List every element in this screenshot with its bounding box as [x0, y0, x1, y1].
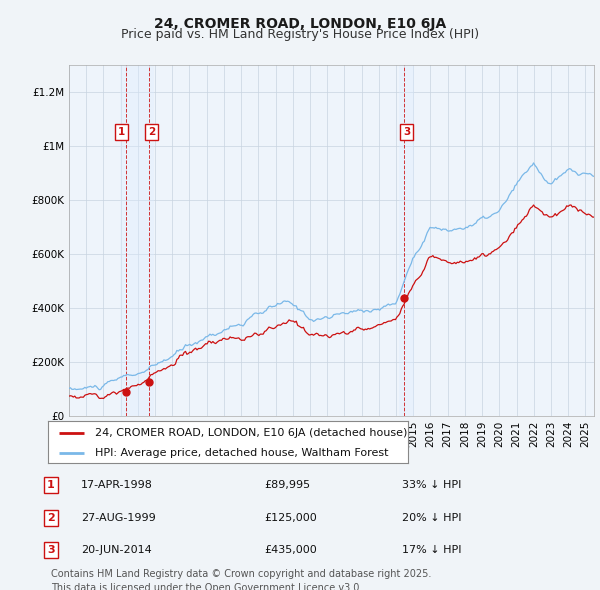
Text: 24, CROMER ROAD, LONDON, E10 6JA (detached house): 24, CROMER ROAD, LONDON, E10 6JA (detach…: [95, 428, 407, 438]
Text: 3: 3: [403, 127, 410, 137]
Text: 1: 1: [47, 480, 55, 490]
Text: HPI: Average price, detached house, Waltham Forest: HPI: Average price, detached house, Walt…: [95, 448, 388, 457]
Text: 2: 2: [148, 127, 155, 137]
Text: £89,995: £89,995: [264, 480, 310, 490]
Text: 1: 1: [118, 127, 125, 137]
Text: 20-JUN-2014: 20-JUN-2014: [81, 545, 152, 555]
Text: 17-APR-1998: 17-APR-1998: [81, 480, 153, 490]
Text: 17% ↓ HPI: 17% ↓ HPI: [402, 545, 461, 555]
Text: 2: 2: [47, 513, 55, 523]
Text: Price paid vs. HM Land Registry's House Price Index (HPI): Price paid vs. HM Land Registry's House …: [121, 28, 479, 41]
Text: 3: 3: [47, 545, 55, 555]
Bar: [121, 65, 154, 416]
Text: £435,000: £435,000: [264, 545, 317, 555]
Bar: [399, 65, 414, 416]
Text: £125,000: £125,000: [264, 513, 317, 523]
Text: 33% ↓ HPI: 33% ↓ HPI: [402, 480, 461, 490]
Text: 27-AUG-1999: 27-AUG-1999: [81, 513, 156, 523]
Text: 20% ↓ HPI: 20% ↓ HPI: [402, 513, 461, 523]
Text: 24, CROMER ROAD, LONDON, E10 6JA: 24, CROMER ROAD, LONDON, E10 6JA: [154, 17, 446, 31]
Text: Contains HM Land Registry data © Crown copyright and database right 2025.
This d: Contains HM Land Registry data © Crown c…: [51, 569, 431, 590]
